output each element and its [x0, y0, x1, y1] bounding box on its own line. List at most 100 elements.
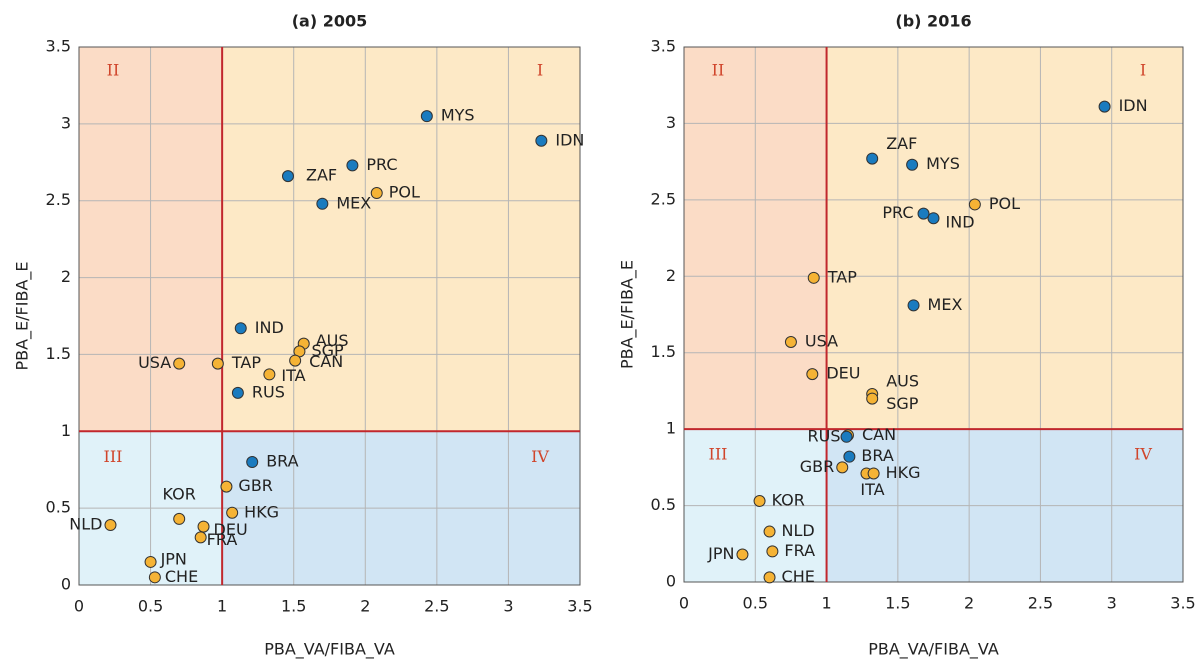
- point-label: MYS: [441, 106, 475, 125]
- point-label: CAN: [862, 425, 896, 444]
- data-point: [766, 545, 779, 558]
- x-tick-label: 1: [217, 597, 227, 616]
- quadrant-I: [222, 47, 580, 432]
- data-point: [840, 430, 853, 443]
- y-tick-label: 0: [61, 575, 71, 594]
- y-tick-label: 0.5: [651, 495, 676, 514]
- quadrant-label: I: [537, 61, 543, 80]
- y-tick-label: 3.5: [46, 37, 71, 56]
- x-tick-label: 3.5: [1170, 594, 1195, 613]
- y-tick-label: 2: [61, 267, 71, 286]
- x-tick-label: 2.5: [1028, 594, 1053, 613]
- point-label: JPN: [707, 544, 734, 563]
- y-tick-label: 3.5: [651, 37, 676, 56]
- point-label: IND: [946, 213, 975, 232]
- x-axis-label: PBA_VA/FIBA_VA: [264, 640, 395, 660]
- point-label: CAN: [309, 352, 343, 371]
- y-tick-label: 3: [61, 113, 71, 132]
- x-tick-label: 3: [1107, 594, 1117, 613]
- point-label: POL: [389, 183, 420, 202]
- point-label: TAP: [827, 267, 857, 286]
- data-point: [173, 357, 186, 370]
- data-point: [420, 110, 433, 123]
- point-label: BRA: [861, 446, 893, 465]
- data-point: [907, 299, 920, 312]
- point-label: DEU: [826, 364, 860, 383]
- point-label: USA: [805, 332, 838, 351]
- data-point: [289, 354, 302, 367]
- plot-frame: [78, 46, 581, 586]
- point-label: GBR: [238, 476, 272, 495]
- data-point: [234, 322, 247, 335]
- y-tick-label: 2.5: [46, 190, 71, 209]
- point-label: ZAF: [886, 134, 917, 153]
- x-tick-label: 0: [679, 594, 689, 613]
- data-point: [173, 512, 186, 525]
- x-tick-label: 3.5: [567, 597, 592, 616]
- x-axis-label: PBA_VA/FIBA_VA: [868, 640, 999, 660]
- point-label: IDN: [555, 130, 584, 149]
- data-point: [763, 525, 776, 538]
- plot-frame: [683, 46, 1184, 583]
- data-point: [906, 158, 919, 171]
- data-point: [226, 506, 239, 519]
- data-point: [346, 159, 359, 172]
- point-label: KOR: [163, 484, 196, 503]
- data-point: [144, 555, 157, 568]
- point-label: RUS: [808, 426, 841, 445]
- y-axis-label: PBA_E/FIBA_E: [13, 261, 33, 370]
- quadrant-label: IV: [531, 447, 549, 466]
- point-label: NLD: [69, 515, 102, 534]
- data-point: [807, 271, 820, 284]
- point-label: USA: [138, 353, 171, 372]
- data-point: [763, 571, 776, 584]
- point-label: IND: [255, 318, 284, 337]
- point-label: BRA: [266, 452, 298, 471]
- data-point: [836, 461, 849, 474]
- x-tick-label: 1: [821, 594, 831, 613]
- point-label: RUS: [252, 382, 285, 401]
- data-point: [316, 197, 329, 210]
- x-tick-label: 1.5: [281, 597, 306, 616]
- point-label: ITA: [281, 366, 305, 385]
- data-point: [867, 467, 880, 480]
- data-point: [535, 134, 548, 147]
- x-tick-label: 0: [74, 597, 84, 616]
- point-label: AUS: [886, 371, 919, 390]
- quadrant-label: II: [107, 61, 120, 80]
- y-tick-label: 1: [61, 421, 71, 440]
- data-point: [843, 450, 856, 463]
- point-label: KOR: [772, 490, 805, 509]
- quadrant-label: II: [712, 61, 725, 80]
- chart-title: (b) 2016: [895, 12, 971, 31]
- point-label: IDN: [1119, 96, 1148, 115]
- point-label: POL: [989, 194, 1020, 213]
- point-label: NLD: [782, 521, 815, 540]
- point-label: DEU: [214, 520, 248, 539]
- data-point: [968, 198, 981, 211]
- data-point: [104, 519, 117, 532]
- data-point: [148, 571, 161, 584]
- point-label: AUS: [316, 331, 349, 350]
- x-tick-label: 3: [503, 597, 513, 616]
- y-tick-label: 1.5: [651, 342, 676, 361]
- data-point: [736, 548, 749, 561]
- y-tick-label: 1.5: [46, 344, 71, 363]
- point-label: MEX: [928, 295, 963, 314]
- x-tick-label: 2.5: [424, 597, 449, 616]
- chart-title: (a) 2005: [292, 12, 368, 31]
- data-point: [753, 494, 766, 507]
- quadrant-I: [826, 47, 1183, 430]
- data-point: [194, 531, 207, 544]
- point-label: FRA: [784, 541, 815, 560]
- quadrant-label: IV: [1134, 445, 1152, 464]
- data-point: [866, 152, 879, 165]
- data-point: [281, 170, 294, 183]
- point-label: SGP: [886, 394, 919, 413]
- y-tick-label: 0: [666, 572, 676, 591]
- point-label: HKG: [886, 463, 921, 482]
- y-tick-label: 0.5: [46, 498, 71, 517]
- y-tick-label: 1: [666, 419, 676, 438]
- data-point: [806, 368, 819, 381]
